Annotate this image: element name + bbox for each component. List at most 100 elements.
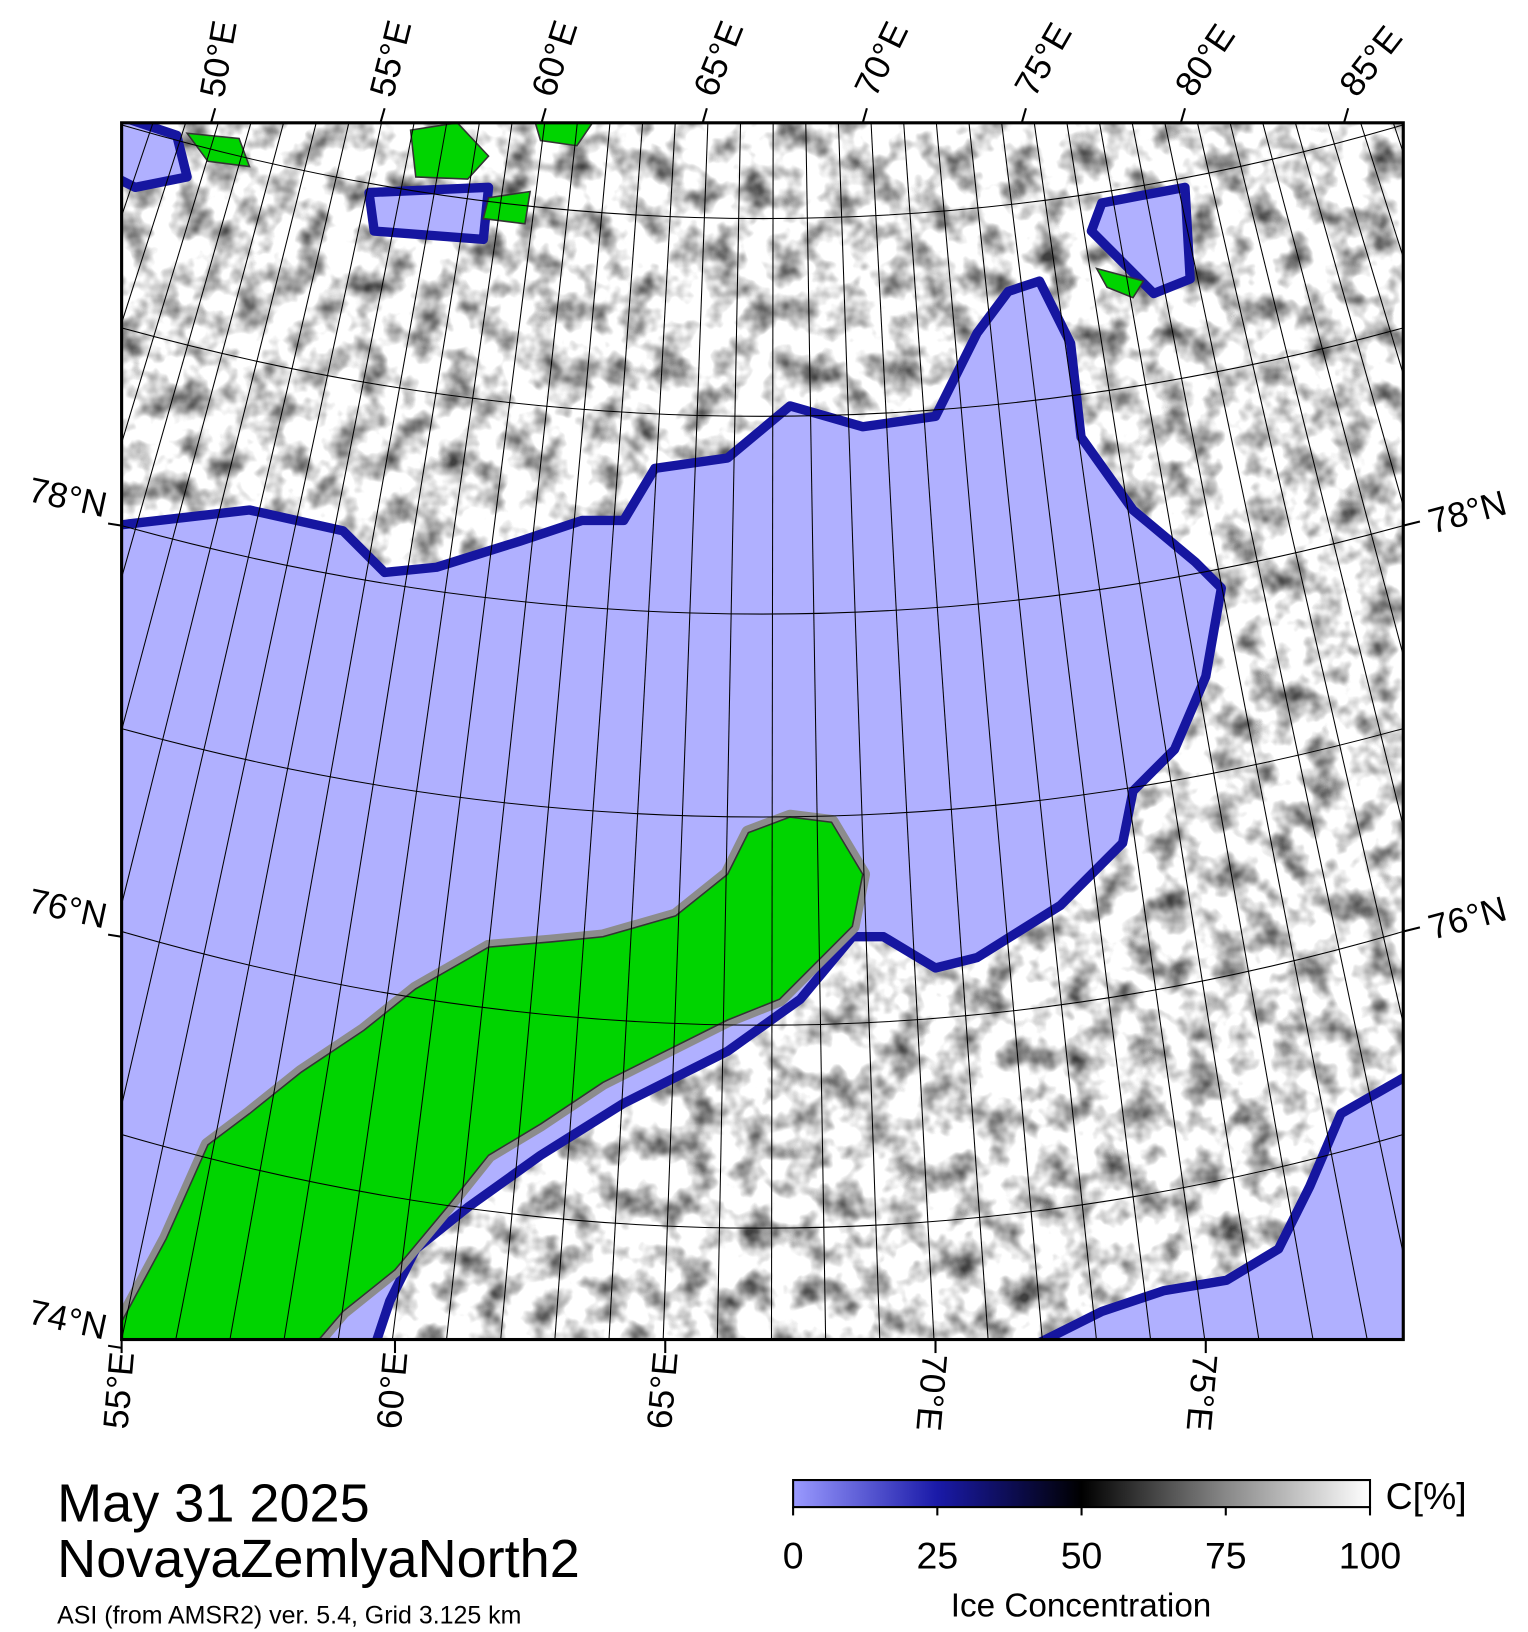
frame-tick (701, 107, 708, 124)
map-area (0, 122, 1528, 1340)
top-lon-label: 50°E (193, 18, 245, 101)
graticule (0, 122, 1528, 1340)
meridian (1131, 122, 1368, 1340)
frame-tick (1343, 107, 1350, 124)
meridian (1459, 123, 1528, 1340)
parallel (121, 327, 1404, 417)
top-lon-label: 75°E (1007, 17, 1079, 103)
meridian (121, 122, 285, 733)
bottom-lon-label: 70°E (908, 1352, 954, 1432)
meridian (554, 122, 644, 1340)
frame-tick (1179, 107, 1186, 124)
bottom-lon-label: 75°E (1179, 1352, 1225, 1432)
colorbar-tick-label: 25 (917, 1534, 959, 1576)
meridian (0, 123, 22, 1340)
top-lon-label: 70°E (847, 16, 916, 102)
meridian (1294, 122, 1404, 508)
top-lon-label: 65°E (686, 16, 751, 102)
source-note: ASI (from AMSR2) ver. 5.4, Grid 3.125 km (57, 1602, 521, 1630)
meridian (229, 122, 448, 1340)
meridian (837, 122, 881, 1340)
meridian (1001, 122, 1152, 1340)
top-lon-label: 85°E (1332, 19, 1410, 104)
water-north-pocket (1086, 182, 1195, 299)
meridian (968, 122, 1097, 1340)
island (534, 122, 594, 147)
parallel (121, 525, 1404, 615)
water-southeast (1035, 1072, 1404, 1340)
island (1095, 267, 1145, 299)
meridian (175, 122, 415, 1340)
meridian (1524, 123, 1528, 1340)
meridian (0, 123, 120, 1340)
colorbar: C[%] Ice Concentration 0 25 50 75 100 (783, 1475, 1467, 1624)
meridian (1426, 123, 1528, 1340)
meridian (1196, 122, 1404, 1026)
map-frame (120, 121, 1405, 1342)
colorbar-tick-label: 75 (1205, 1534, 1247, 1576)
left-lat-label: 78°N (25, 471, 110, 526)
meridian (121, 122, 350, 1108)
meridian (1099, 122, 1314, 1340)
parallel (121, 931, 1404, 1026)
meridian (1164, 122, 1404, 1257)
meridian (0, 123, 88, 1340)
meridian (662, 122, 709, 1340)
bottom-lon-label: 60°E (370, 1350, 416, 1430)
meridian (903, 122, 989, 1340)
meridian (935, 122, 1043, 1340)
meridian (608, 122, 676, 1340)
frame-tick (1403, 520, 1421, 527)
left-lat-label: 76°N (25, 882, 110, 937)
meridian (121, 122, 219, 445)
left-lat-label: 74°N (25, 1293, 110, 1348)
parallel (121, 124, 1404, 220)
meridian (446, 122, 578, 1340)
meridian (1229, 122, 1404, 829)
date-title: May 31 2025 (57, 1474, 369, 1534)
meridian (121, 122, 252, 580)
region-title: NovayaZemlyaNorth2 (57, 1529, 580, 1589)
colorbar-label: Ice Concentration (951, 1587, 1212, 1624)
meridian (500, 122, 611, 1340)
top-lon-label: 55°E (363, 17, 419, 101)
meridian (337, 122, 513, 1340)
colorbar-tick-label: 0 (783, 1534, 804, 1576)
meridian (121, 122, 382, 1340)
frame-tick (107, 522, 122, 527)
meridian (1327, 122, 1404, 377)
colorbar-ramp (792, 1479, 1372, 1509)
meridian (716, 122, 742, 1340)
right-lat-label: 78°N (1424, 484, 1510, 542)
frame-tick (1403, 926, 1421, 933)
colorbar-tick-label: 100 (1339, 1534, 1401, 1576)
frame-tick (107, 933, 122, 938)
top-lon-label: 80°E (1168, 18, 1243, 104)
meridian (121, 122, 317, 907)
frame-tick (107, 1344, 122, 1349)
parallel (121, 1133, 1404, 1229)
frame-tick (540, 107, 547, 124)
bottom-lon-label: 55°E (97, 1350, 143, 1430)
bottom-lon-label: 65°E (640, 1350, 686, 1430)
meridian (1033, 122, 1206, 1340)
meridian (1066, 122, 1260, 1340)
parallel (121, 728, 1404, 818)
colorbar-unit: C[%] (1386, 1475, 1467, 1517)
top-lon-label: 60°E (525, 16, 586, 101)
island (185, 132, 251, 168)
meridian (870, 122, 935, 1340)
water-northwest (364, 182, 494, 245)
right-lat-label: 76°N (1424, 889, 1510, 947)
frame-tick (379, 107, 386, 124)
meridian (0, 123, 55, 1340)
meridian (1392, 122, 1404, 155)
meridian (391, 122, 546, 1340)
meridian (1491, 123, 1528, 1340)
meridian (1262, 122, 1404, 658)
colorbar-tick-label: 50 (1061, 1534, 1103, 1576)
island (482, 190, 532, 225)
frame-tick (210, 107, 217, 124)
